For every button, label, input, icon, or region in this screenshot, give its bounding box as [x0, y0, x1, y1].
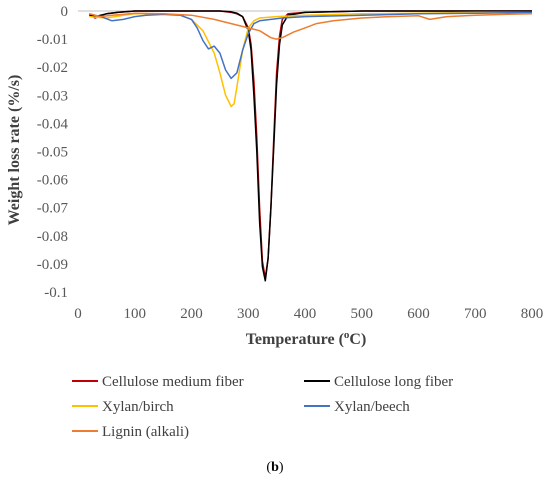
plot-series — [88, 10, 533, 282]
x-tick-label: 600 — [407, 306, 430, 322]
y-tick-label: -0.08 — [37, 229, 68, 245]
x-tick-label: 200 — [180, 306, 203, 322]
y-tick-label: -0.04 — [37, 116, 69, 132]
x-tick-label: 400 — [294, 306, 317, 322]
y-tick-label: -0.02 — [37, 60, 68, 76]
y-tick-label: -0.09 — [37, 257, 68, 273]
x-axis-title-superscript: o — [344, 329, 350, 341]
x-axis-title-end: C) — [349, 331, 366, 348]
y-tick-label: -0.01 — [37, 32, 68, 48]
y-tick-label: -0.06 — [37, 173, 69, 189]
x-axis-title-main: Temperature ( — [246, 331, 344, 348]
x-tick-label: 700 — [464, 306, 487, 322]
y-axis-title: Weight loss rate (%/s) — [6, 75, 23, 226]
series-line-cellulose-medium-fiber — [88, 10, 532, 279]
legend-label: Xylan/birch — [102, 399, 174, 415]
y-axis-ticks: 0 -0.01 -0.02 -0.03 -0.04 -0.05 -0.06 -0.07 -0.0… — [37, 4, 69, 301]
x-axis-title: Temperature (oC) — [246, 329, 367, 348]
legend-label: Cellulose long fiber — [334, 374, 453, 390]
x-tick-label: 300 — [237, 306, 260, 322]
x-tick-label: 800 — [521, 306, 544, 322]
y-tick-label: -0.07 — [37, 201, 69, 217]
legend-label: Xylan/beech — [334, 399, 410, 415]
legend-label: Lignin (alkali) — [102, 424, 189, 440]
y-tick-label: -0.05 — [37, 145, 68, 161]
figure-caption: (b) — [266, 460, 283, 475]
y-tick-label: -0.03 — [37, 88, 68, 104]
y-tick-label: -0.1 — [44, 285, 68, 301]
legend-label: Cellulose medium fiber — [102, 374, 244, 390]
x-tick-label: 500 — [351, 306, 374, 322]
y-tick-label: 0 — [61, 4, 69, 20]
series-line-lignin-alkali — [89, 12, 533, 40]
x-tick-label: 100 — [124, 306, 147, 322]
series-line-cellulose-long-fiber — [89, 10, 532, 282]
legend: Cellulose medium fiber Cellulose long fib… — [72, 374, 453, 440]
x-axis-ticks: 0 100 200 300 400 500 600 700 800 — [74, 306, 543, 322]
series-line-xylan-beech — [89, 11, 533, 80]
x-tick-label: 0 — [74, 306, 82, 322]
